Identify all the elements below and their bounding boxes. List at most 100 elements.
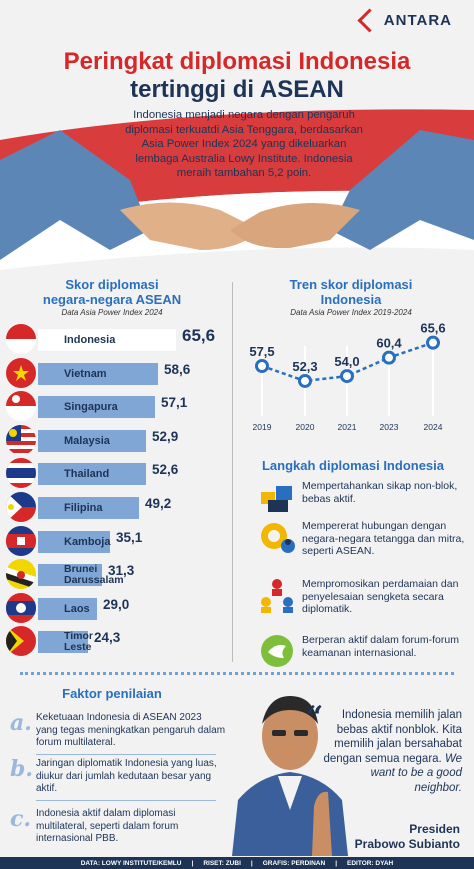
country-label: Thailand	[64, 468, 110, 481]
data-label: 57,5	[249, 344, 274, 359]
x-tick-label: 2024	[424, 422, 443, 432]
page-title-line1: Peringkat diplomasi Indonesia	[63, 48, 411, 75]
bar	[38, 463, 146, 486]
faktor-text-b: Jaringan diplomatik Indonesia yang luas,…	[36, 758, 217, 794]
president-role: Presiden	[409, 822, 460, 836]
value-label: 31,3	[108, 563, 135, 579]
bar	[38, 396, 155, 419]
data-label: 54,0	[334, 354, 359, 369]
quote-text: Indonesia memilih jalan bebas aktif nonb…	[323, 709, 462, 765]
bar	[38, 597, 97, 620]
step-item-3: Mempromosikan perdamaian dan penyelesaia…	[258, 576, 468, 624]
value-label: 52,6	[152, 462, 179, 478]
faktor-letter-a: a.	[10, 710, 32, 736]
gear-people-icon	[261, 523, 295, 553]
flag-icon	[6, 492, 36, 522]
value-label: 58,6	[164, 361, 191, 377]
flag-icon	[6, 391, 36, 422]
x-tick-label: 2021	[338, 422, 357, 432]
credit-grafis: GRAFIS: PERDINAN	[262, 859, 326, 867]
data-label: 60,4	[376, 336, 402, 351]
value-label: 57,1	[161, 395, 188, 411]
step-item-1: Mempertahankan sikap non-blok, bebas akt…	[258, 478, 468, 526]
column-divider	[232, 282, 233, 662]
bar-chart-title-line2: negara-negara ASEAN	[42, 292, 182, 307]
flag-icon	[6, 458, 36, 489]
bar	[38, 497, 139, 519]
faktor-separator	[36, 800, 216, 801]
steps-title: Langkah diplomasi Indonesia	[261, 458, 445, 473]
credit-data: DATA: LOWY INSTITUTE/KEMLU	[80, 859, 182, 867]
value-label: 52,9	[152, 428, 179, 444]
faktor-title: Faktor penilaian	[62, 686, 162, 701]
credits-footer: DATA: LOWY INSTITUTE/KEMLU | RISET: ZUBI |…	[0, 857, 474, 869]
bar	[38, 631, 88, 654]
value-label: 24,3	[94, 630, 121, 646]
value-label: 49,2	[145, 496, 172, 511]
value-label: 35,1	[116, 529, 143, 545]
line-chart-subtitle: Data Asia Power Index 2019-2024	[290, 308, 412, 317]
dove-icon	[261, 635, 293, 667]
bar-chart-subtitle: Data Asia Power Index 2024	[61, 308, 163, 317]
line-chart-title: Tren skor diplomasi Indonesia	[246, 277, 456, 307]
data-label: 65,6	[420, 321, 445, 336]
flag-icon	[6, 559, 36, 590]
bar	[38, 564, 102, 587]
step-text-3: Mempromosikan perdamaian dan penyelesaia…	[302, 578, 459, 615]
intro-paragraph: Indonesia menjadi negara dengan pengaruh…	[125, 109, 363, 179]
step-item-4: Berperan aktif dalam forum-forum keamana…	[258, 632, 468, 680]
country-label: Singapura	[64, 401, 118, 414]
step-text-1: Mempertahankan sikap non-blok, bebas akt…	[302, 480, 458, 505]
line-chart-title-line2: Indonesia	[320, 292, 382, 307]
quote-text-en: We want to be a good neighbor.	[370, 752, 462, 794]
data-label: 52,3	[292, 359, 317, 374]
x-tick-label: 2019	[253, 422, 272, 432]
country-label: Filipina	[64, 502, 103, 514]
credit-riset: RISET: ZUBI	[203, 859, 241, 867]
country-label: Laos	[64, 602, 90, 615]
x-tick-label: 2023	[380, 422, 399, 432]
quote-mark-icon: “	[306, 700, 324, 735]
bar-chart-title: Skor diplomasi negara-negara ASEAN	[12, 277, 212, 307]
step-text-4: Berperan aktif dalam forum-forum keamana…	[302, 634, 459, 659]
value-label: 65,6	[182, 326, 216, 345]
country-label: Timor Leste	[64, 630, 93, 654]
faktor-text-a: Keketuaan Indonesia di ASEAN 2023 yang t…	[36, 712, 226, 748]
country-label: Brunei Darussalam	[64, 563, 124, 587]
line-chart-title-line1: Tren skor diplomasi	[289, 277, 413, 292]
country-label: Vietnam	[64, 367, 107, 380]
bar	[38, 530, 110, 553]
bar-chart-title-line1: Skor diplomasi	[65, 277, 159, 292]
bar	[38, 362, 158, 385]
flag-icon	[6, 357, 36, 388]
flag-icon	[6, 324, 36, 354]
president-illustration	[232, 696, 348, 856]
data-point	[340, 369, 354, 384]
country-label: Indonesia	[64, 334, 116, 346]
step-item-2: Mempererat hubungan dengan negara-negara…	[258, 518, 468, 566]
data-point	[255, 359, 269, 373]
flag-icon	[6, 592, 36, 623]
people-network-icon	[261, 579, 293, 613]
country-label: Malaysia	[64, 434, 110, 447]
president-name: Prabowo Subianto	[354, 837, 460, 851]
bar	[38, 329, 176, 351]
faktor-letter-b: b.	[10, 756, 34, 782]
page-title-line2: tertinggi di ASEAN	[130, 76, 344, 103]
data-point	[426, 335, 440, 350]
flag-icon	[6, 626, 36, 657]
flag-icon	[6, 424, 36, 455]
logo-text: ANTARA	[383, 12, 452, 29]
data-point	[298, 373, 312, 388]
data-point	[382, 350, 396, 365]
bar	[38, 429, 146, 452]
dotted-divider	[20, 672, 454, 675]
line-chart: 57,5 2019 52,3 2020 54,0 2021 60,4 2023 65,6 2024	[249, 321, 445, 432]
credit-editor: EDITOR: DYAH	[347, 859, 394, 867]
handshake-illustration	[0, 109, 474, 270]
country-label: Kamboja	[64, 535, 111, 548]
blocks-icon	[261, 486, 292, 512]
value-label: 29,0	[103, 596, 130, 612]
faktor-separator	[36, 754, 216, 755]
faktor-letter-c: c.	[10, 806, 32, 832]
